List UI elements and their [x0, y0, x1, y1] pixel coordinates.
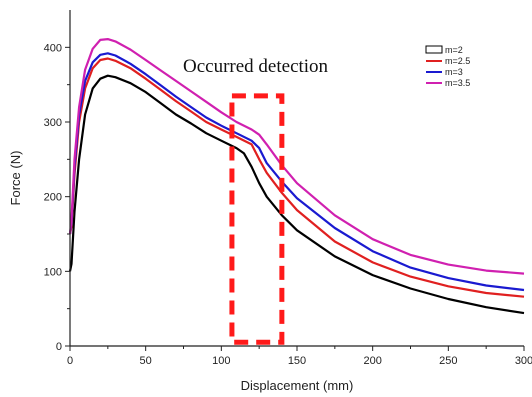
x-tick-label: 50	[140, 355, 152, 367]
y-tick-label: 300	[44, 117, 62, 129]
y-axis-title: Force (N)	[8, 151, 23, 206]
series-line-2	[68, 52, 525, 292]
series-line-1	[68, 57, 525, 298]
y-tick-label: 0	[56, 341, 62, 353]
annotation: Occurred detection	[183, 56, 329, 345]
annotation-label: Occurred detection	[183, 56, 329, 77]
x-tick-label: 250	[439, 355, 457, 367]
series-line-0	[68, 74, 525, 315]
x-tick-label: 0	[67, 355, 73, 367]
legend-label-1: m=2.5	[445, 56, 470, 66]
ticks: 0 50 100 150 200 250 300 0 100 200 300 400	[44, 42, 532, 367]
detection-region-box	[229, 93, 285, 345]
legend-swatch-0	[425, 45, 443, 54]
plot-lines	[68, 38, 525, 315]
y-tick-label: 200	[44, 192, 62, 204]
legend-label-3: m=3.5	[445, 78, 470, 88]
x-tick-label: 150	[288, 355, 306, 367]
x-tick-label: 200	[363, 355, 381, 367]
legend-label-2: m=3	[445, 67, 463, 77]
series-line-3	[68, 38, 525, 275]
y-tick-label: 400	[44, 42, 62, 54]
y-tick-label: 100	[44, 266, 62, 278]
x-tick-label: 300	[515, 355, 532, 367]
x-axis-title: Displacement (mm)	[241, 378, 354, 393]
x-tick-label: 100	[212, 355, 230, 367]
legend-label-0: m=2	[445, 45, 463, 55]
legend: m=2m=2.5m=3m=3.5	[425, 45, 470, 88]
